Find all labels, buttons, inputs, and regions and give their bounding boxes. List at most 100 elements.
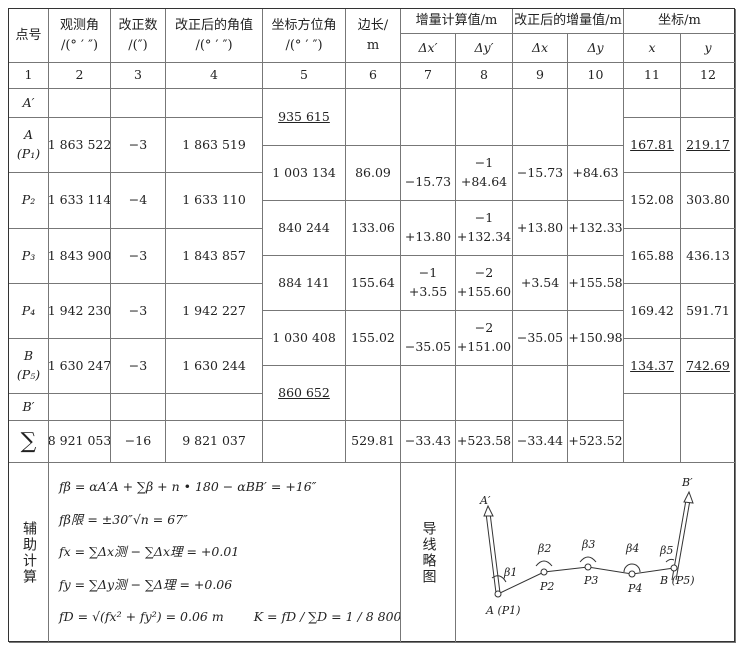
empty [263, 421, 346, 463]
dy-value: +84.64 [460, 174, 508, 189]
dx-value: +3.55 [408, 284, 448, 299]
point-label: P₃ [21, 247, 36, 263]
coord-y: 436.13 [681, 229, 736, 284]
col-number: 3 [111, 63, 166, 89]
label-beta2: β2 [537, 542, 551, 555]
observed-angle: 1 843 900 [49, 229, 111, 284]
observed-angle: 1 863 522 [49, 118, 111, 173]
hdr-dx: Δx [513, 34, 568, 63]
observed-angle: 1 942 230 [49, 284, 111, 339]
empty [513, 366, 568, 421]
sum-len: 529.81 [346, 421, 401, 463]
t: 边长/ [357, 18, 389, 33]
t: 改正后的角值 [174, 18, 253, 33]
hdr-delta-calc: 增量计算值/m [401, 9, 513, 34]
dx-corrected: +3.54 [513, 256, 568, 311]
azimuth: 935 615 [263, 89, 346, 146]
point-name: P₂ [9, 173, 49, 229]
dx-value: −15.73 [404, 174, 452, 189]
point-name: P₄ [9, 284, 49, 339]
col-number: 4 [166, 63, 263, 89]
hdr-dx-calc: Δx′ [401, 34, 456, 63]
azimuth: 1 003 134 [263, 146, 346, 201]
leg-length: 133.06 [346, 201, 401, 256]
observed-angle: 1 633 114 [49, 173, 111, 229]
hdr-dy: Δy [568, 34, 624, 63]
dy-calc: −2 +155.60 [456, 256, 513, 311]
formula-fx: fx = ∑Δx测 − ∑Δx理 = +0.01 [59, 544, 240, 560]
hdr-length: 边长/m [346, 9, 401, 63]
t: /(° ′ ″) [285, 37, 323, 53]
dy-correction: −2 [474, 320, 494, 336]
t: /(″) [128, 37, 148, 53]
label-a-prime: A′ [479, 494, 491, 507]
point-label: A [23, 127, 34, 143]
dy-correction: −1 [474, 210, 494, 226]
sum-dxc: −33.43 [401, 421, 456, 463]
point-name: B (P₅) [9, 339, 49, 394]
formula-fd: fD = √(fx² + fy²) = 0.06 m [59, 609, 224, 625]
corrected-angle: 1 843 857 [166, 229, 263, 284]
sum-label: ∑ [9, 421, 49, 463]
formula-f-beta-limit: fβ限 = ±30″√n = 67″ [59, 511, 188, 527]
angle-correction [111, 394, 166, 421]
corrected-angle: 1 630 244 [166, 339, 263, 394]
angle-correction: −3 [111, 284, 166, 339]
azimuth: 840 244 [263, 201, 346, 256]
sketch-label: 导线略图 [401, 463, 456, 643]
azimuth: 884 141 [263, 256, 346, 311]
dy-value: +151.00 [456, 339, 512, 354]
angle-correction: −4 [111, 173, 166, 229]
hdr-correction: 改正数 /(″) [111, 9, 166, 63]
aux-label: 辅助计算 [9, 463, 49, 643]
dx-corrected: −35.05 [513, 311, 568, 366]
formula-row: fD = √(fx² + fy²) = 0.06 m K = fD / ∑D = … [59, 608, 400, 627]
label-b-prime: B′ [681, 476, 693, 489]
point-name: P₃ [9, 229, 49, 284]
leg-length: 155.02 [346, 311, 401, 366]
dy-corrected: +150.98 [568, 311, 624, 366]
point-label: A′ [22, 94, 35, 110]
point-name: B′ [9, 394, 49, 421]
t: m [366, 37, 380, 53]
empty [513, 89, 568, 146]
dy-corrected: +84.63 [568, 146, 624, 201]
empty [401, 89, 456, 146]
observed-angle: 1 630 247 [49, 339, 111, 394]
col-number: 9 [513, 63, 568, 89]
dy-calc: −2 +151.00 [456, 311, 513, 366]
col-number: 1 [9, 63, 49, 89]
col-number: 12 [681, 63, 736, 89]
point-sub: (P₅) [16, 367, 41, 382]
col-number: 2 [49, 63, 111, 89]
angle-correction [111, 89, 166, 118]
col-number: 11 [624, 63, 681, 89]
traverse-table: 点号 观测角 /(° ′ ″) 改正数 /(″) 改正后的角值 /(° ′ ″) 坐标… [8, 8, 736, 643]
sum-obs: 8 921 053 [49, 421, 111, 463]
label-a: A (P1) [485, 604, 520, 617]
dx-calc: −15.73 [401, 146, 456, 201]
dx-calc: −35.05 [401, 311, 456, 366]
col-number: 8 [456, 63, 513, 89]
hdr-y: y [681, 34, 736, 63]
angle-correction: −3 [111, 229, 166, 284]
azimuth: 1 030 408 [263, 311, 346, 366]
dy-correction: −1 [474, 155, 494, 171]
corrected-angle: 1 863 519 [166, 118, 263, 173]
empty [456, 89, 513, 146]
coord-x: 165.88 [624, 229, 681, 284]
empty [681, 89, 736, 118]
hdr-point: 点号 [9, 9, 49, 63]
leg-length: 86.09 [346, 146, 401, 201]
coord-x: 134.37 [624, 339, 681, 394]
coord-y: 219.17 [681, 118, 736, 173]
corrected-angle: 1 633 110 [166, 173, 263, 229]
label-beta1: β1 [503, 566, 517, 579]
label-p2: P2 [539, 580, 554, 593]
traverse-sketch: A′ B′ β1 β2 β3 β4 β5 A (P1) P2 P3 P4 B (… [456, 463, 736, 643]
empty [624, 89, 681, 118]
dx-correction [426, 209, 430, 228]
empty [346, 366, 401, 421]
point-name: A (P₁) [9, 118, 49, 173]
empty [346, 89, 401, 146]
